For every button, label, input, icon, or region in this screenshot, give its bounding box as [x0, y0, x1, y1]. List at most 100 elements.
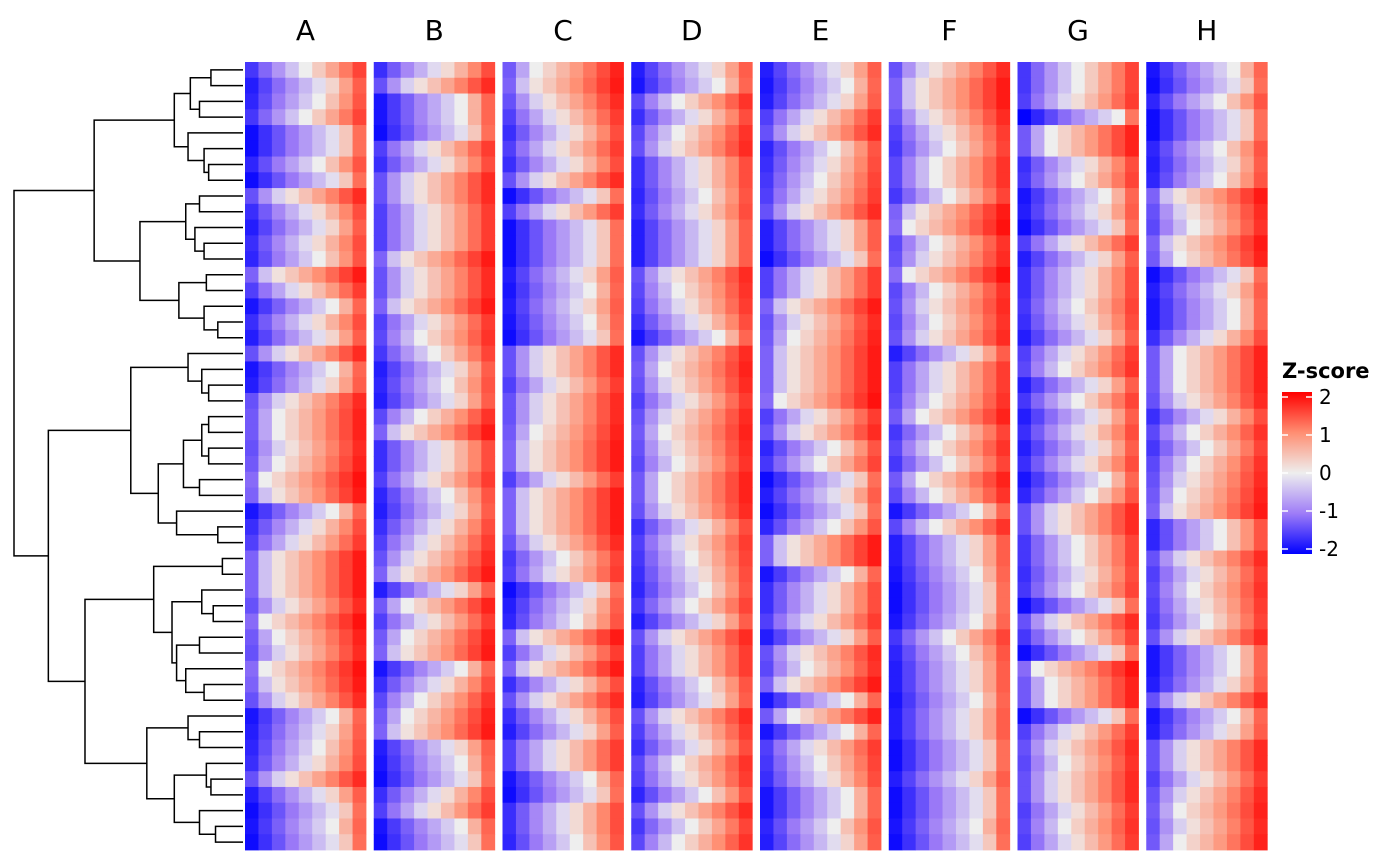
heatmap-cell — [671, 235, 686, 252]
heatmap-cell — [996, 408, 1011, 425]
heatmap-cell — [996, 629, 1011, 646]
heatmap-cell — [840, 755, 855, 772]
heatmap-cell — [644, 771, 659, 788]
heatmap-cell — [1186, 519, 1201, 536]
heatmap-cell — [312, 613, 327, 630]
heatmap-cell — [1017, 597, 1032, 614]
heatmap-cell — [285, 755, 300, 772]
panel-D: D — [631, 14, 753, 851]
heatmap-cell — [481, 156, 496, 173]
heatmap-cell — [658, 597, 672, 614]
heatmap-cell — [725, 424, 740, 441]
heatmap-cell — [698, 550, 713, 567]
heatmap-cell — [685, 802, 699, 819]
heatmap-cell — [285, 708, 300, 725]
heatmap-cell — [515, 361, 530, 378]
heatmap-cell — [481, 172, 496, 189]
heatmap-cell — [813, 251, 828, 268]
heatmap-cell — [556, 140, 571, 157]
heatmap-cell — [738, 392, 753, 410]
heatmap-cell — [1111, 645, 1126, 662]
heatmap-cell — [760, 629, 774, 646]
dendrogram-branch — [205, 274, 243, 292]
heatmap-cell — [1017, 771, 1032, 788]
heatmap-cell — [1111, 566, 1126, 583]
heatmap-cell — [888, 156, 903, 173]
heatmap-cell — [915, 298, 930, 315]
heatmap-cell — [440, 771, 455, 788]
heatmap-cell — [1240, 77, 1255, 94]
heatmap-cell — [1213, 235, 1228, 252]
heatmap-cell — [542, 771, 557, 788]
heatmap-cell — [298, 62, 313, 79]
heatmap-cell — [813, 755, 828, 772]
heatmap-cell — [481, 424, 496, 441]
heatmap-cell — [1030, 251, 1045, 268]
heatmap-cell — [1084, 456, 1099, 473]
heatmap-cell — [515, 408, 530, 425]
heatmap-cell — [245, 534, 259, 551]
heatmap-cell — [556, 266, 571, 284]
heatmap-cell — [1146, 723, 1161, 741]
heatmap-cell — [285, 408, 300, 425]
heatmap-cell — [1044, 125, 1059, 142]
heatmap-cell — [414, 487, 428, 504]
heatmap-cell — [352, 203, 367, 220]
heatmap-cell — [556, 219, 571, 236]
heatmap-cell — [658, 329, 672, 347]
heatmap-cell — [929, 613, 943, 630]
heatmap-cell — [569, 471, 584, 488]
heatmap-cell — [1253, 471, 1268, 488]
heatmap-cell — [373, 408, 388, 425]
heatmap-cell — [610, 487, 624, 504]
heatmap-cell — [773, 77, 788, 94]
heatmap-cell — [529, 251, 544, 268]
heatmap-cell — [854, 834, 868, 851]
heatmap-cell — [339, 519, 353, 536]
heatmap-cell — [711, 645, 726, 662]
heatmap-cell — [773, 140, 788, 157]
heatmap-cell — [610, 818, 624, 835]
heatmap-cell — [631, 723, 646, 741]
heatmap-cell — [1173, 755, 1187, 772]
heatmap-cell — [1125, 692, 1139, 709]
heatmap-cell — [685, 629, 699, 646]
panel-title: A — [296, 14, 315, 47]
heatmap-cell — [813, 692, 828, 709]
heatmap-cell — [467, 377, 482, 394]
heatmap-cell — [1146, 519, 1161, 536]
heatmap-cell — [1057, 487, 1072, 504]
heatmap-cell — [1044, 786, 1059, 804]
heatmap-cell — [1186, 188, 1201, 205]
heatmap-cell — [467, 487, 482, 504]
heatmap-cell — [955, 282, 970, 299]
heatmap-cell — [542, 392, 557, 410]
heatmap-cell — [955, 471, 970, 488]
heatmap-cell — [1186, 613, 1201, 630]
heatmap-cell — [902, 597, 917, 614]
heatmap-cell — [1200, 172, 1214, 189]
heatmap-cell — [596, 77, 611, 94]
heatmap-cell — [786, 597, 801, 614]
heatmap-cell — [929, 834, 943, 851]
heatmap-cell — [467, 471, 482, 488]
heatmap-cell — [942, 755, 957, 772]
heatmap-cell — [285, 550, 300, 567]
heatmap-cell — [1111, 597, 1126, 614]
heatmap-cell — [915, 282, 930, 299]
heatmap-cell — [1159, 266, 1174, 284]
heatmap-cell — [1084, 219, 1099, 236]
heatmap-cell — [312, 834, 327, 851]
heatmap-cell — [738, 582, 753, 599]
heatmap-cell — [596, 771, 611, 788]
heatmap-cell — [982, 125, 997, 142]
heatmap-cell — [1253, 125, 1268, 142]
heatmap-cell — [454, 582, 469, 599]
heatmap-cell — [1213, 140, 1228, 157]
heatmap-cell — [1125, 282, 1139, 299]
heatmap-cell — [915, 629, 930, 646]
heatmap-cell — [800, 377, 815, 394]
heatmap-cell — [929, 329, 943, 347]
heatmap-cell — [902, 188, 917, 205]
heatmap-cell — [1146, 172, 1161, 189]
